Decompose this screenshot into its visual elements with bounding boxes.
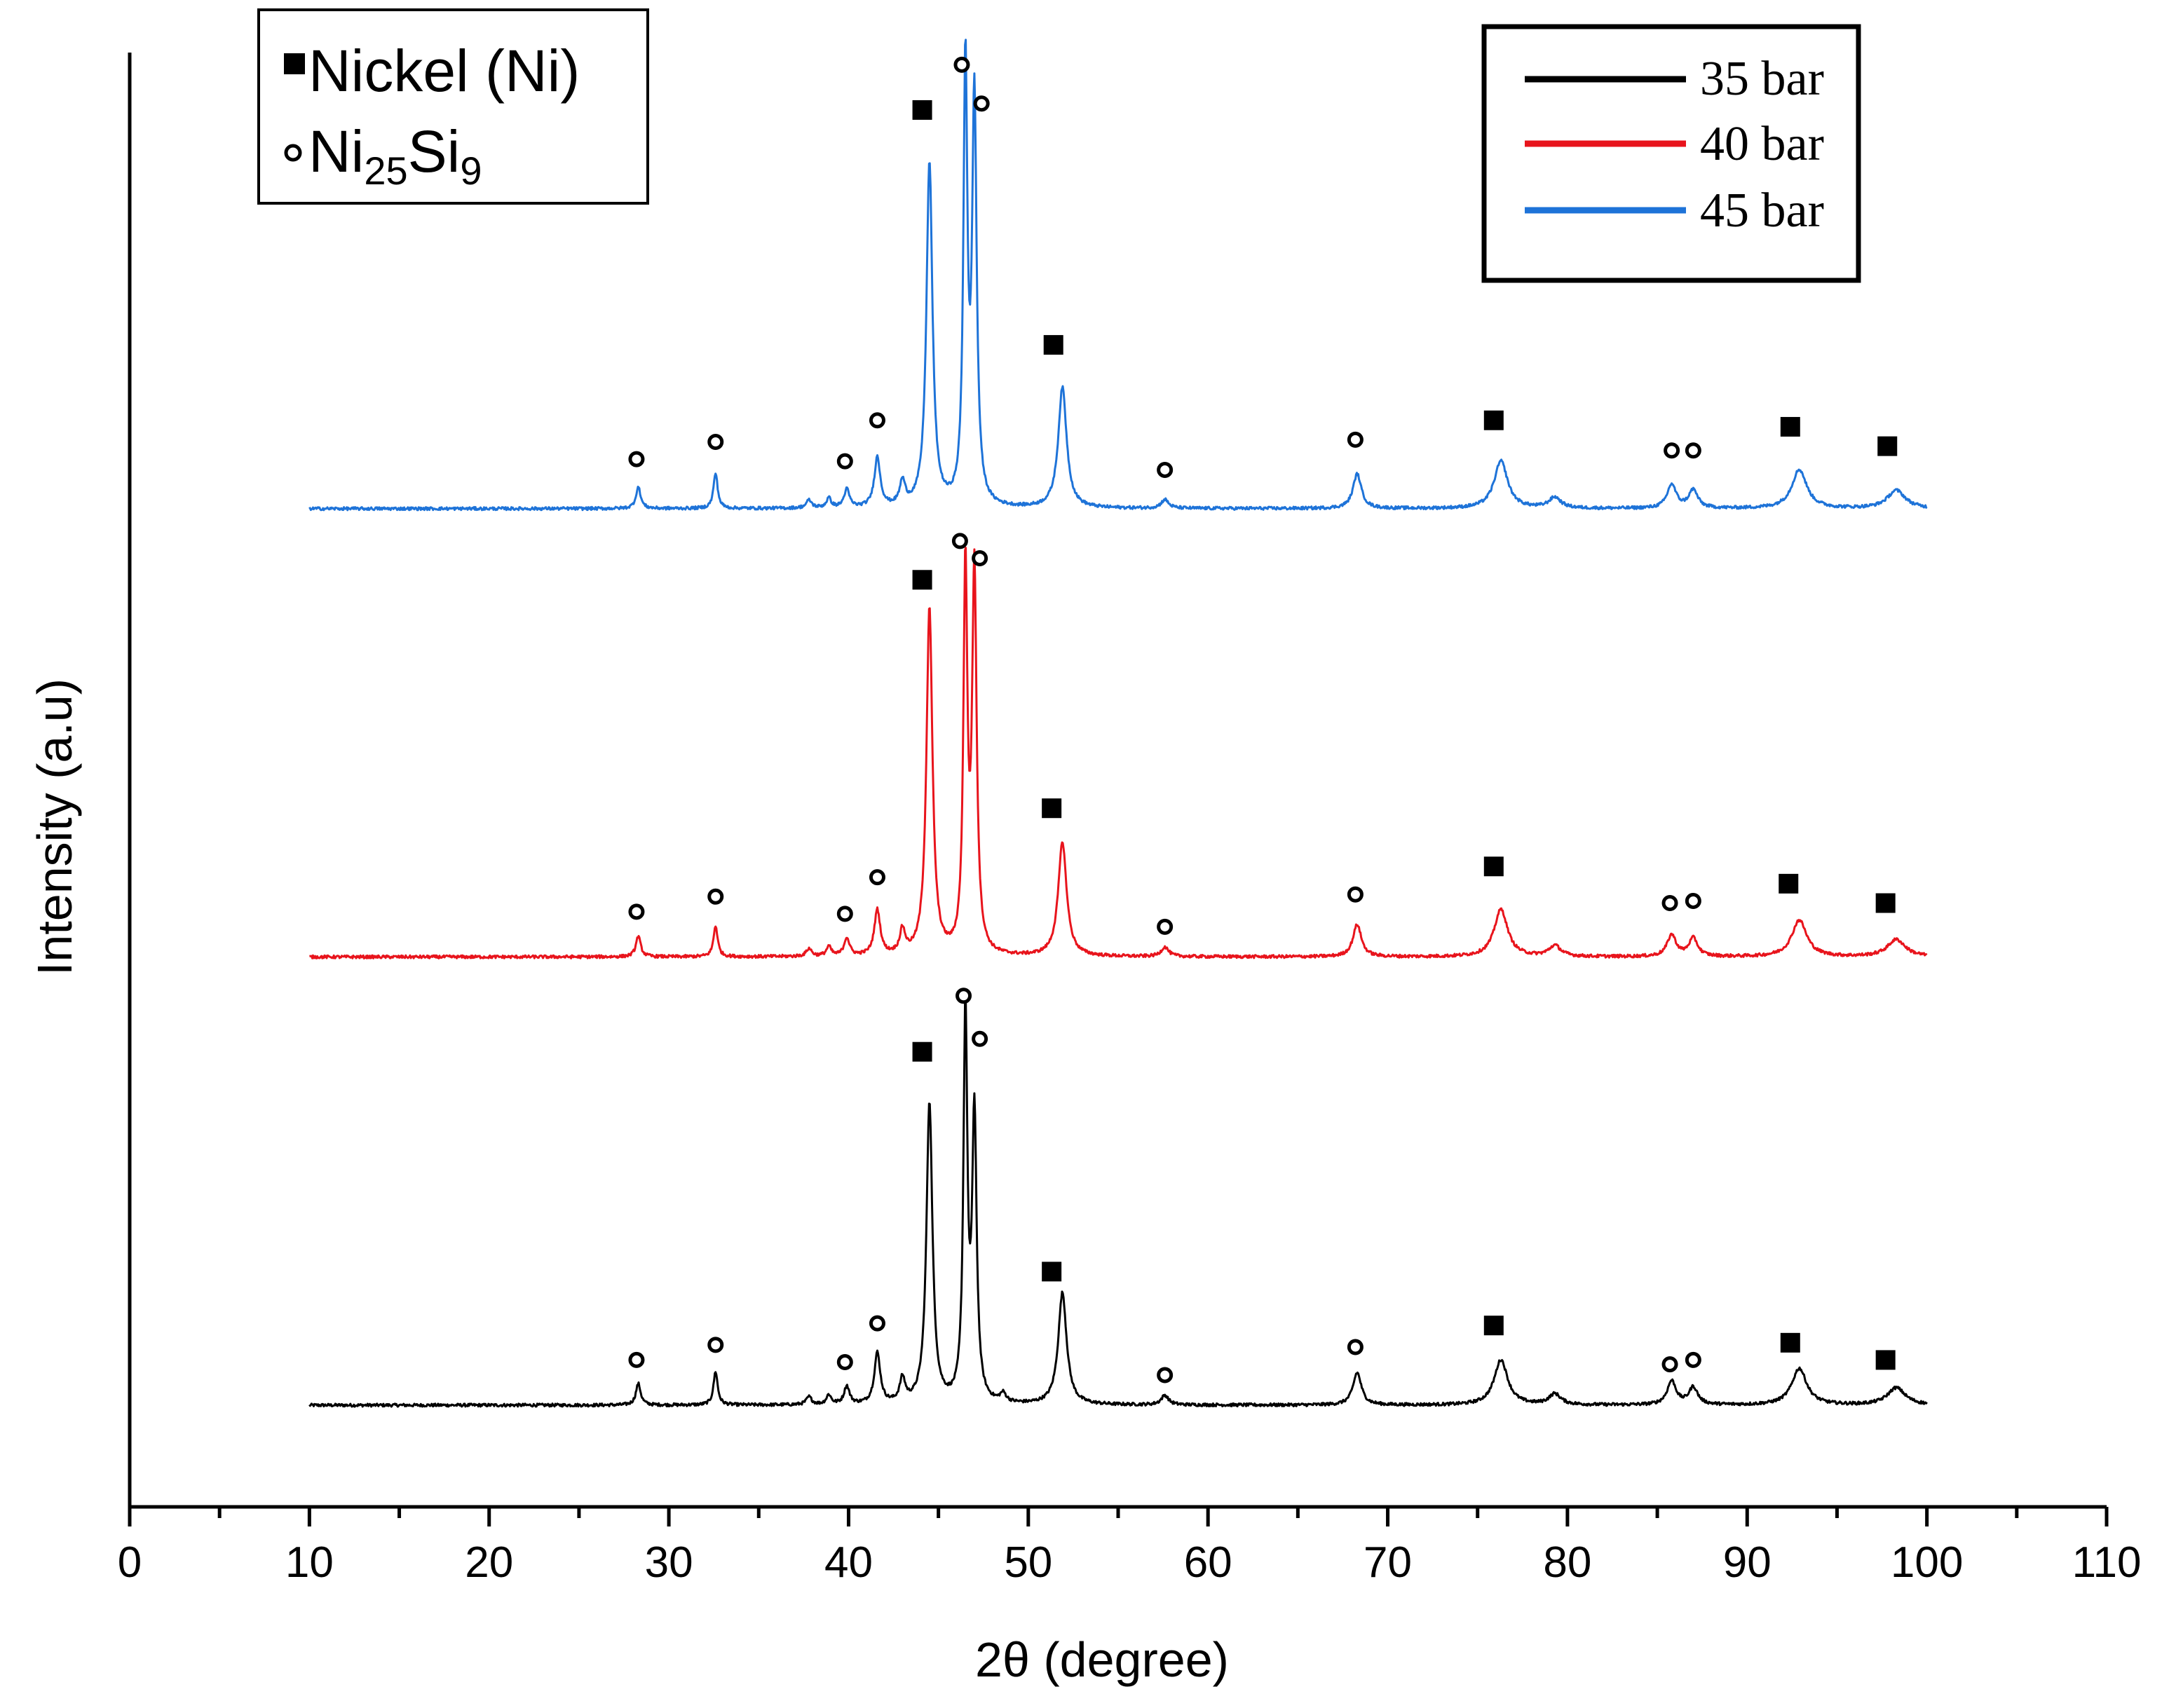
x-tick-label-80: 80	[1543, 1538, 1591, 1587]
x-tick-label-70: 70	[1364, 1538, 1412, 1587]
x-tick-label-10: 10	[285, 1538, 334, 1587]
silicide-marker-40-bar-1	[707, 888, 724, 905]
phase-marker-group	[628, 56, 1898, 1384]
x-tick-label-100: 100	[1891, 1538, 1963, 1587]
phase-legend-ni-label: Nickel (Ni)	[308, 38, 580, 104]
silicide-marker-45-bar-6	[973, 95, 990, 112]
silicide-base: Ni	[308, 118, 364, 184]
ni-marker-35-bar-13	[1780, 1332, 1800, 1353]
ni-marker-45-bar-4	[912, 100, 932, 120]
silicide-marker-45-bar-3	[869, 412, 885, 429]
silicide-marker-45-bar-1	[707, 433, 724, 450]
x-tick-group: 0 10 20 30 40 50 60 70 80 90 100 110	[118, 1507, 2142, 1587]
silicide-marker-35-bar-6	[972, 1030, 988, 1047]
series-legend: 35 bar 40 bar 45 bar	[1481, 24, 1861, 283]
ni-marker-45-bar-13	[1780, 416, 1800, 437]
legend-label-40-bar: 40 bar	[1700, 117, 1824, 171]
ni-marker-40-bar-7	[1042, 798, 1062, 819]
ni-marker-35-bar-14	[1875, 1350, 1896, 1370]
silicide-marker-45-bar-5	[953, 56, 970, 73]
legend-label-45-bar: 45 bar	[1700, 184, 1824, 238]
silicide-marker-45-bar-11	[1664, 442, 1680, 459]
series-line-45-bar	[308, 39, 1928, 512]
ni-marker-35-bar-4	[912, 1041, 932, 1062]
series-line-40-bar	[308, 547, 1928, 959]
x-tick-label-110: 110	[2072, 1538, 2142, 1587]
ni-marker-35-bar-7	[1042, 1262, 1062, 1282]
series-group	[308, 39, 1928, 1408]
silicide-marker-35-bar-11	[1661, 1356, 1678, 1373]
x-tick-label-50: 50	[1004, 1538, 1052, 1587]
silicide-sub-1: 25	[364, 149, 407, 193]
open-circle-icon	[284, 144, 302, 162]
silicide-sub-2: 9	[460, 149, 482, 193]
series-legend-box	[1481, 24, 1861, 283]
ni-marker-45-bar-14	[1877, 436, 1898, 456]
silicide-marker-45-bar-12	[1685, 442, 1701, 459]
silicide-marker-35-bar-2	[836, 1354, 853, 1370]
silicide-marker-45-bar-9	[1347, 431, 1364, 448]
silicide-marker-40-bar-6	[972, 550, 988, 567]
y-axis-title: Intensity (a.u)	[27, 678, 82, 976]
x-tick-label-30: 30	[645, 1538, 693, 1587]
silicide-marker-35-bar-9	[1347, 1339, 1364, 1355]
silicide-marker-40-bar-9	[1347, 886, 1364, 903]
phase-legend-box	[257, 8, 649, 205]
legend-label-35-bar: 35 bar	[1700, 52, 1824, 106]
phase-legend-silicide-label: Ni25Si9	[308, 118, 482, 193]
x-tick-label-90: 90	[1723, 1538, 1772, 1587]
silicide-mid: Si	[408, 118, 461, 184]
silicide-marker-45-bar-0	[628, 451, 645, 467]
ni-marker-40-bar-14	[1875, 893, 1896, 913]
x-tick-label-20: 20	[465, 1538, 513, 1587]
silicide-marker-40-bar-3	[869, 869, 885, 886]
silicide-marker-45-bar-8	[1157, 461, 1174, 478]
silicide-marker-40-bar-2	[836, 906, 853, 922]
x-axis-title: 2θ (degree)	[975, 1632, 1229, 1687]
silicide-marker-45-bar-2	[836, 453, 853, 470]
silicide-marker-40-bar-8	[1157, 918, 1174, 935]
ni-marker-45-bar-10	[1483, 410, 1504, 430]
silicide-marker-35-bar-5	[956, 988, 972, 1004]
ni-marker-45-bar-7	[1043, 335, 1063, 355]
x-tick-label-0: 0	[118, 1538, 142, 1587]
silicide-marker-35-bar-0	[628, 1351, 645, 1368]
silicide-marker-35-bar-3	[869, 1315, 885, 1332]
silicide-marker-35-bar-8	[1157, 1367, 1174, 1384]
series-line-35-bar	[308, 997, 1928, 1408]
ni-marker-40-bar-4	[912, 570, 932, 590]
silicide-marker-35-bar-12	[1685, 1351, 1701, 1368]
x-tick-label-60: 60	[1184, 1538, 1232, 1587]
phase-legend: Nickel (Ni) Ni25Si9	[257, 8, 649, 205]
ni-marker-40-bar-13	[1779, 873, 1799, 894]
silicide-marker-40-bar-5	[951, 533, 968, 549]
silicide-marker-35-bar-1	[707, 1337, 724, 1353]
filled-square-icon	[284, 53, 305, 74]
x-tick-label-40: 40	[824, 1538, 873, 1587]
ni-marker-40-bar-10	[1483, 856, 1504, 877]
ni-marker-35-bar-10	[1483, 1316, 1504, 1336]
silicide-marker-40-bar-11	[1661, 895, 1678, 912]
silicide-marker-40-bar-12	[1685, 892, 1701, 909]
silicide-marker-40-bar-0	[628, 903, 645, 920]
